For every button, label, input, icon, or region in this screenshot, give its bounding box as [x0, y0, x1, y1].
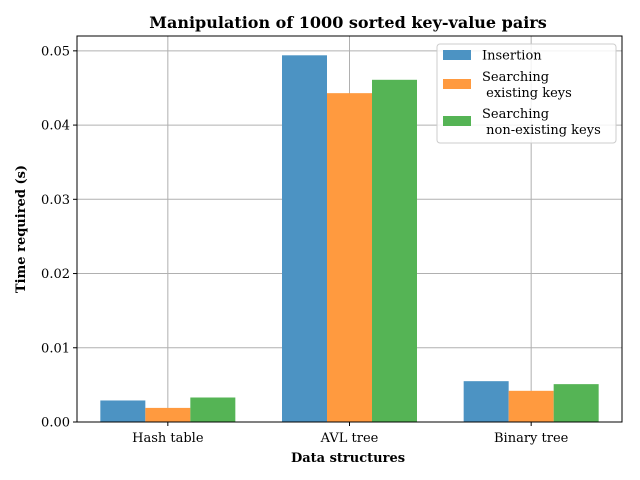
- x-tick-label: Binary tree: [494, 431, 569, 446]
- y-tick-label: 0.01: [41, 341, 70, 356]
- bar: [100, 400, 146, 422]
- legend-swatch: [443, 50, 471, 60]
- y-tick-label: 0.00: [41, 416, 70, 431]
- y-tick-label: 0.04: [41, 119, 70, 134]
- y-axis-label: Time required (s): [14, 165, 29, 293]
- legend-label: Searching: [482, 107, 549, 122]
- legend-label: Searching: [482, 70, 549, 85]
- bar: [553, 384, 599, 422]
- x-axis-label: Data structures: [291, 451, 405, 466]
- bar: [508, 390, 554, 422]
- legend-frame: [436, 43, 617, 144]
- legend-label: Insertion: [482, 49, 542, 64]
- bar: [145, 407, 191, 422]
- bar: [372, 79, 417, 423]
- y-tick-label: 0.02: [41, 267, 70, 282]
- bars: [100, 55, 599, 423]
- x-ticks: Hash table AVL tree Binary tree: [132, 422, 569, 446]
- y-ticks: 0.00 0.01 0.02 0.03 0.04 0.05: [41, 44, 77, 431]
- legend-label: non-existing keys: [482, 123, 601, 138]
- bar: [282, 55, 327, 423]
- x-tick-label: AVL tree: [320, 431, 379, 446]
- legend-swatch: [443, 79, 471, 89]
- bar: [190, 397, 236, 422]
- legend-label: existing keys: [482, 86, 572, 101]
- x-tick-label: Hash table: [132, 431, 204, 446]
- bar: [463, 381, 509, 422]
- bar: [327, 93, 372, 423]
- y-tick-label: 0.03: [41, 193, 70, 208]
- chart-title: Manipulation of 1000 sorted key-value pa…: [149, 13, 546, 32]
- legend-swatch: [443, 116, 471, 126]
- y-tick-label: 0.05: [41, 44, 70, 59]
